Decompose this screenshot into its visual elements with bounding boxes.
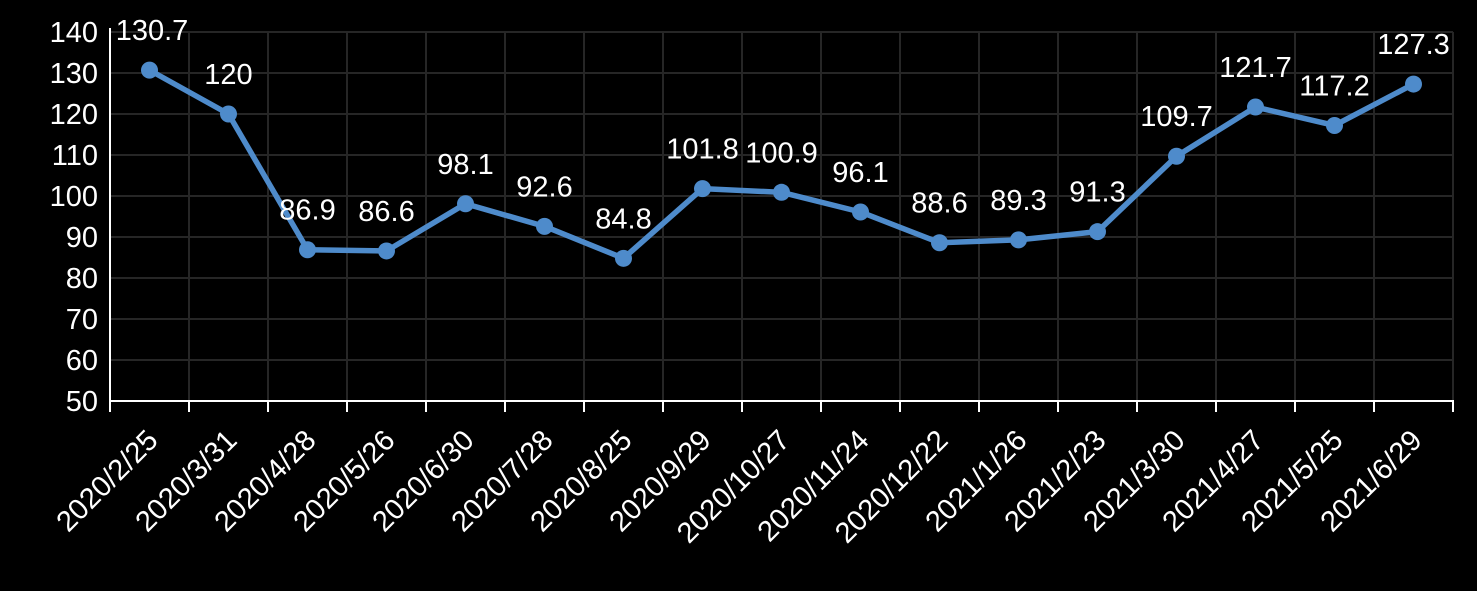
axes	[109, 28, 1454, 412]
y-axis-tick-label: 100	[50, 181, 98, 213]
data-point-marker	[299, 241, 316, 259]
data-label: 96.1	[832, 157, 888, 189]
y-axis-tick-label: 110	[52, 140, 98, 172]
data-point-marker	[1405, 75, 1422, 93]
data-label: 100.9	[745, 137, 818, 169]
y-axis-tick-label: 50	[66, 386, 98, 418]
data-label: 91.3	[1069, 177, 1125, 209]
y-axis-tick-label: 140	[50, 17, 98, 49]
data-point-marker	[852, 203, 869, 221]
y-axis-tick-label: 90	[66, 222, 98, 254]
data-point-marker	[141, 61, 158, 79]
data-point-marker	[457, 195, 474, 213]
x-axis-labels: 2020/2/252020/3/312020/4/282020/5/262020…	[51, 424, 1429, 549]
data-point-marker	[615, 249, 632, 267]
data-point-marker	[378, 242, 395, 260]
data-label: 120	[204, 59, 252, 91]
data-point-marker	[220, 105, 237, 123]
data-point-marker	[694, 180, 711, 198]
data-label: 86.9	[279, 195, 335, 227]
data-point-marker	[1247, 98, 1264, 116]
data-point-marker	[931, 234, 948, 252]
y-axis-tick-label: 120	[50, 99, 98, 131]
data-label: 84.8	[595, 203, 651, 235]
data-series	[141, 61, 1422, 267]
data-label: 117.2	[1299, 70, 1369, 102]
data-point-marker	[1168, 147, 1185, 165]
data-point-marker	[536, 217, 553, 235]
data-label: 109.7	[1140, 101, 1213, 133]
data-point-marker	[773, 183, 790, 201]
data-label: 98.1	[437, 149, 493, 181]
data-point-marker	[1089, 223, 1106, 241]
data-label: 89.3	[990, 185, 1046, 217]
data-label: 101.8	[666, 134, 739, 166]
y-axis-tick-label: 80	[66, 263, 98, 295]
y-axis-labels: 50 60 70 80 90 100 110 120 130 140	[50, 17, 98, 418]
data-label: 88.6	[911, 188, 967, 220]
data-label: 92.6	[516, 171, 572, 203]
data-point-marker	[1326, 116, 1343, 134]
y-axis-tick-label: 130	[50, 58, 98, 90]
data-label: 127.3	[1377, 29, 1450, 61]
y-axis-tick-label: 60	[66, 345, 98, 377]
data-label: 121.7	[1219, 52, 1292, 84]
data-labels: 130.7 120 86.9 86.6 98.1 92.6 84.8 101.8 100.9 96…	[116, 15, 1450, 235]
y-axis-tick-label: 70	[66, 304, 98, 336]
data-label: 86.6	[358, 196, 414, 228]
data-point-marker	[1010, 231, 1027, 249]
data-label: 130.7	[116, 15, 189, 47]
